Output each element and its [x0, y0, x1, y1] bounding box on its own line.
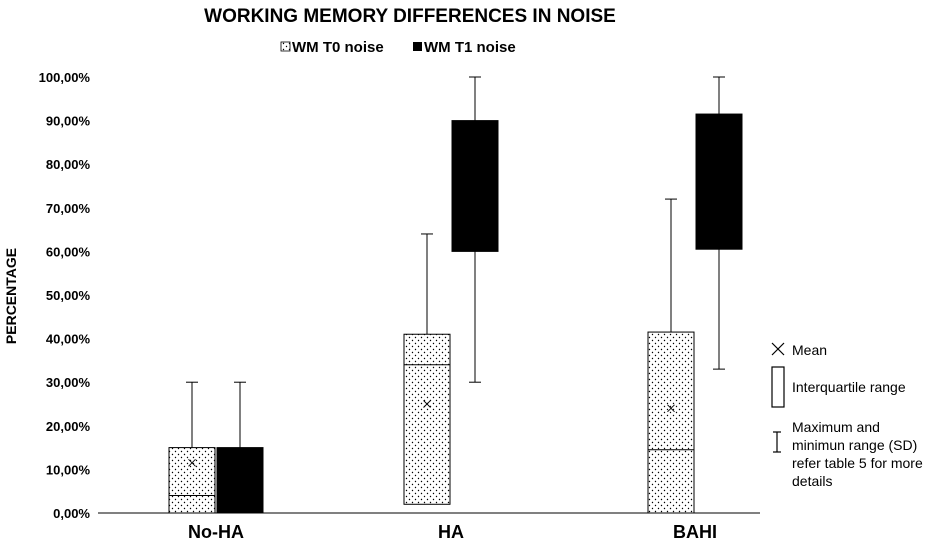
- interquartile-box: [647, 331, 695, 514]
- legend: WM T0 noise WM T1 noise: [280, 39, 516, 56]
- legend-swatch-t1: [413, 42, 422, 51]
- key: Mean Interquartile range Maximum and min…: [771, 342, 923, 489]
- box-t1-bahi: [695, 76, 743, 370]
- y-tick-label: 20,00%: [46, 419, 91, 434]
- chart-title: WORKING MEMORY DIFFERENCES IN NOISE: [204, 6, 616, 27]
- box-t0-bahi: [647, 198, 695, 514]
- key-range-line-3: refer table 5 for more: [792, 455, 923, 471]
- y-tick-label: 50,00%: [46, 288, 91, 303]
- y-tick-label: 100,00%: [39, 70, 91, 85]
- y-axis-label: PERCENTAGE: [3, 248, 19, 344]
- mean-marker: [667, 404, 675, 413]
- interquartile-box: [451, 120, 499, 252]
- key-range-line-4: details: [792, 473, 832, 489]
- mean-marker: [188, 459, 196, 467]
- box-t0-ha: [403, 233, 451, 505]
- y-tick-label: 30,00%: [46, 375, 91, 390]
- category-label: HA: [438, 522, 464, 542]
- y-tick-label: 40,00%: [46, 332, 91, 347]
- interquartile-box: [216, 447, 264, 514]
- box-t1-no-ha: [216, 381, 264, 514]
- category-label: BAHI: [673, 522, 717, 542]
- key-mean-icon: [771, 342, 785, 356]
- y-tick-label: 90,00%: [46, 114, 91, 129]
- legend-label-t1: WM T1 noise: [424, 39, 516, 56]
- key-mean-label: Mean: [792, 342, 827, 358]
- interquartile-box: [695, 113, 743, 250]
- legend-label-t0: WM T0 noise: [292, 39, 384, 56]
- y-tick-labels: 0,00% 10,00% 20,00% 30,00% 40,00% 50,00% 60,00…: [39, 70, 91, 521]
- box-t1-ha: [451, 76, 499, 383]
- y-tick-label: 60,00%: [46, 244, 91, 259]
- key-range-line-2: minimun range (SD): [792, 437, 917, 453]
- y-tick-label: 0,00%: [53, 506, 90, 521]
- boxes: [168, 76, 743, 514]
- legend-swatch-t0: [280, 41, 291, 52]
- key-range-line-1: Maximum and: [792, 419, 880, 435]
- y-tick-label: 80,00%: [46, 157, 91, 172]
- mean-marker: [423, 400, 431, 408]
- category-label: No-HA: [188, 522, 244, 542]
- key-iqr-label: Interquartile range: [792, 379, 906, 395]
- y-tick-label: 10,00%: [46, 462, 91, 477]
- key-range-icon: [773, 431, 781, 453]
- box-t0-no-ha: [168, 381, 216, 514]
- y-tick-label: 70,00%: [46, 201, 91, 216]
- key-iqr-icon: [771, 366, 785, 408]
- interquartile-box: [168, 447, 216, 514]
- interquartile-box: [403, 333, 451, 505]
- category-labels: No-HA HA BAHI: [188, 522, 717, 542]
